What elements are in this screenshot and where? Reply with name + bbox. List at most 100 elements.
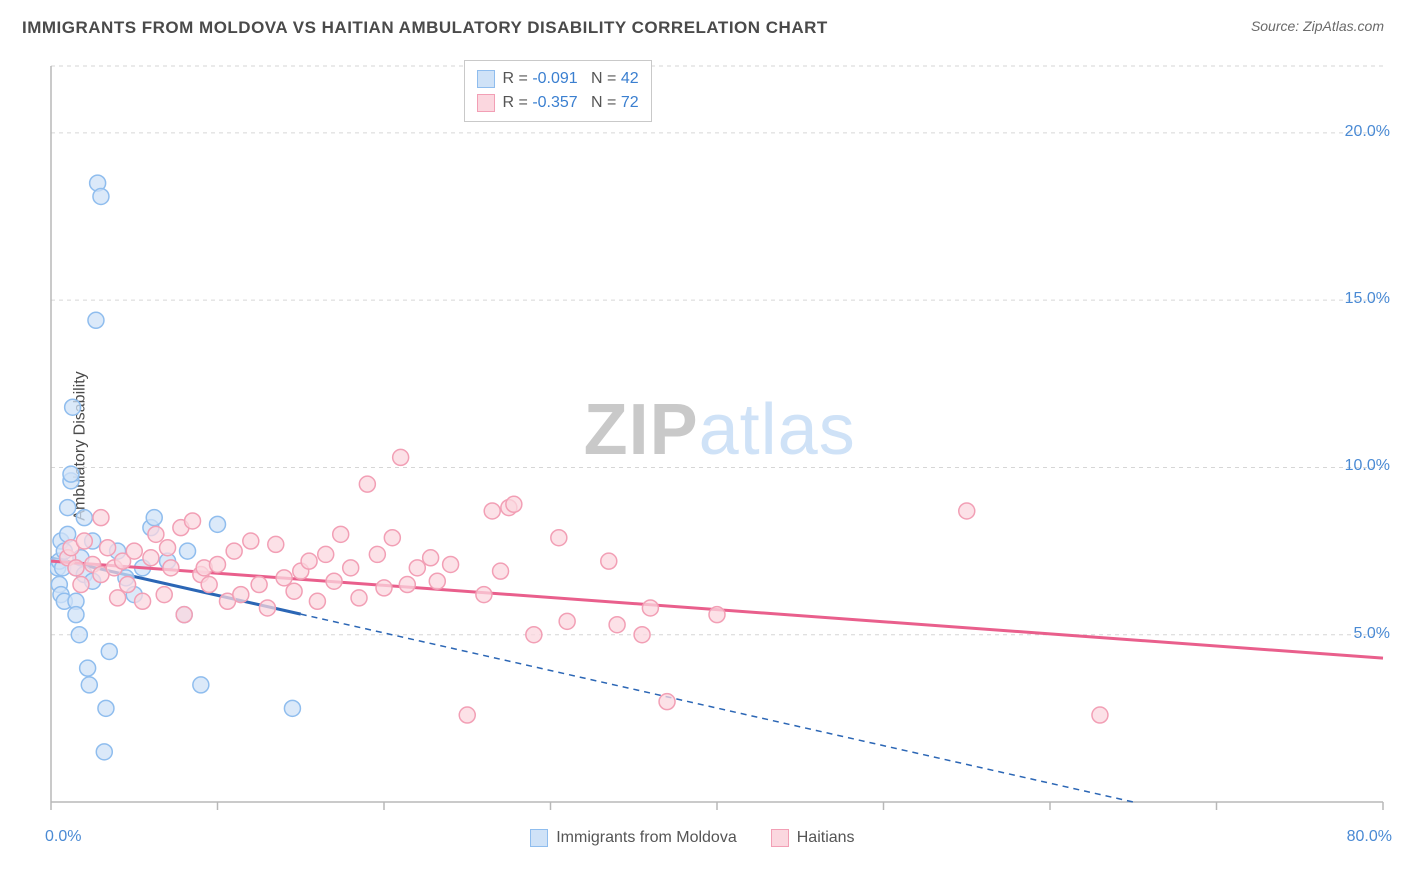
legend-swatch [477,70,495,88]
scatter-point-haitians [642,600,658,616]
scatter-point-haitians [559,613,575,629]
scatter-point-haitians [318,546,334,562]
stats-legend-text: R = -0.357 N = 72 [503,91,639,115]
stats-legend-row-moldova: R = -0.091 N = 42 [477,67,639,91]
scatter-point-haitians [1092,707,1108,723]
scatter-point-haitians [351,590,367,606]
scatter-point-haitians [609,617,625,633]
scatter-point-haitians [709,607,725,623]
scatter-point-haitians [423,550,439,566]
scatter-point-haitians [226,543,242,559]
scatter-point-haitians [73,577,89,593]
scatter-point-haitians [551,530,567,546]
scatter-point-moldova [193,677,209,693]
stats-legend-text: R = -0.091 N = 42 [503,67,639,91]
scatter-point-haitians [369,546,385,562]
scatter-point-haitians [93,510,109,526]
x-tick-label: 80.0% [1347,828,1392,846]
scatter-point-haitians [243,533,259,549]
scatter-point-haitians [259,600,275,616]
scatter-point-haitians [476,587,492,603]
legend-item-moldova: Immigrants from Moldova [530,826,737,850]
scatter-point-moldova [96,744,112,760]
scatter-point-haitians [506,496,522,512]
legend-item-haitians: Haitians [771,826,855,850]
scatter-point-moldova [63,466,79,482]
scatter-point-moldova [76,510,92,526]
scatter-point-haitians [233,587,249,603]
scatter-point-haitians [959,503,975,519]
scatter-point-haitians [443,556,459,572]
chart-container: IMMIGRANTS FROM MOLDOVA VS HAITIAN AMBUL… [0,0,1406,892]
scatter-point-haitians [459,707,475,723]
scatter-point-haitians [309,593,325,609]
scatter-point-haitians [268,536,284,552]
scatter-point-haitians [634,627,650,643]
scatter-point-moldova [60,500,76,516]
y-tick-label: 5.0% [1354,625,1390,643]
scatter-point-haitians [409,560,425,576]
legend-label: Immigrants from Moldova [556,826,737,850]
scatter-point-haitians [156,587,172,603]
scatter-point-haitians [160,540,176,556]
scatter-point-haitians [343,560,359,576]
scatter-point-haitians [176,607,192,623]
scatter-point-haitians [326,573,342,589]
scatter-point-haitians [185,513,201,529]
scatter-point-haitians [484,503,500,519]
stats-legend-row-haitians: R = -0.357 N = 72 [477,91,639,115]
scatter-point-haitians [201,577,217,593]
scatter-point-moldova [88,312,104,328]
scatter-point-moldova [65,399,81,415]
bottom-legend: Immigrants from Moldova Haitians [530,826,854,850]
scatter-point-moldova [180,543,196,559]
chart-title: IMMIGRANTS FROM MOLDOVA VS HAITIAN AMBUL… [22,18,828,38]
plot-area [50,56,1384,812]
scatter-point-haitians [526,627,542,643]
scatter-point-haitians [376,580,392,596]
scatter-point-haitians [659,694,675,710]
scatter-point-moldova [210,516,226,532]
y-tick-label: 10.0% [1345,457,1390,475]
source-attribution: Source: ZipAtlas.com [1251,18,1384,34]
scatter-point-haitians [126,543,142,559]
scatter-point-haitians [76,533,92,549]
scatter-point-haitians [286,583,302,599]
scatter-point-moldova [98,700,114,716]
scatter-point-haitians [301,553,317,569]
scatter-point-haitians [493,563,509,579]
stats-legend: R = -0.091 N = 42R = -0.357 N = 72 [464,60,652,122]
scatter-point-haitians [120,577,136,593]
scatter-point-haitians [110,590,126,606]
regression-line-dashed-moldova [301,614,1134,802]
legend-label: Haitians [797,826,855,850]
scatter-point-haitians [276,570,292,586]
scatter-point-haitians [210,556,226,572]
scatter-point-haitians [251,577,267,593]
legend-swatch [530,829,548,847]
legend-swatch [477,94,495,112]
scatter-point-haitians [359,476,375,492]
scatter-point-haitians [429,573,445,589]
scatter-point-haitians [148,526,164,542]
scatter-point-moldova [284,700,300,716]
scatter-point-haitians [384,530,400,546]
scatter-point-haitians [135,593,151,609]
scatter-point-moldova [68,607,84,623]
scatter-point-haitians [100,540,116,556]
scatter-point-haitians [601,553,617,569]
scatter-point-haitians [399,577,415,593]
scatter-point-haitians [393,449,409,465]
scatter-point-moldova [146,510,162,526]
scatter-point-haitians [68,560,84,576]
scatter-point-moldova [81,677,97,693]
scatter-point-moldova [71,627,87,643]
scatter-point-moldova [101,643,117,659]
y-tick-label: 15.0% [1345,290,1390,308]
scatter-point-moldova [80,660,96,676]
scatter-point-haitians [163,560,179,576]
scatter-point-haitians [333,526,349,542]
x-tick-label: 0.0% [45,828,81,846]
legend-swatch [771,829,789,847]
scatter-point-haitians [143,550,159,566]
